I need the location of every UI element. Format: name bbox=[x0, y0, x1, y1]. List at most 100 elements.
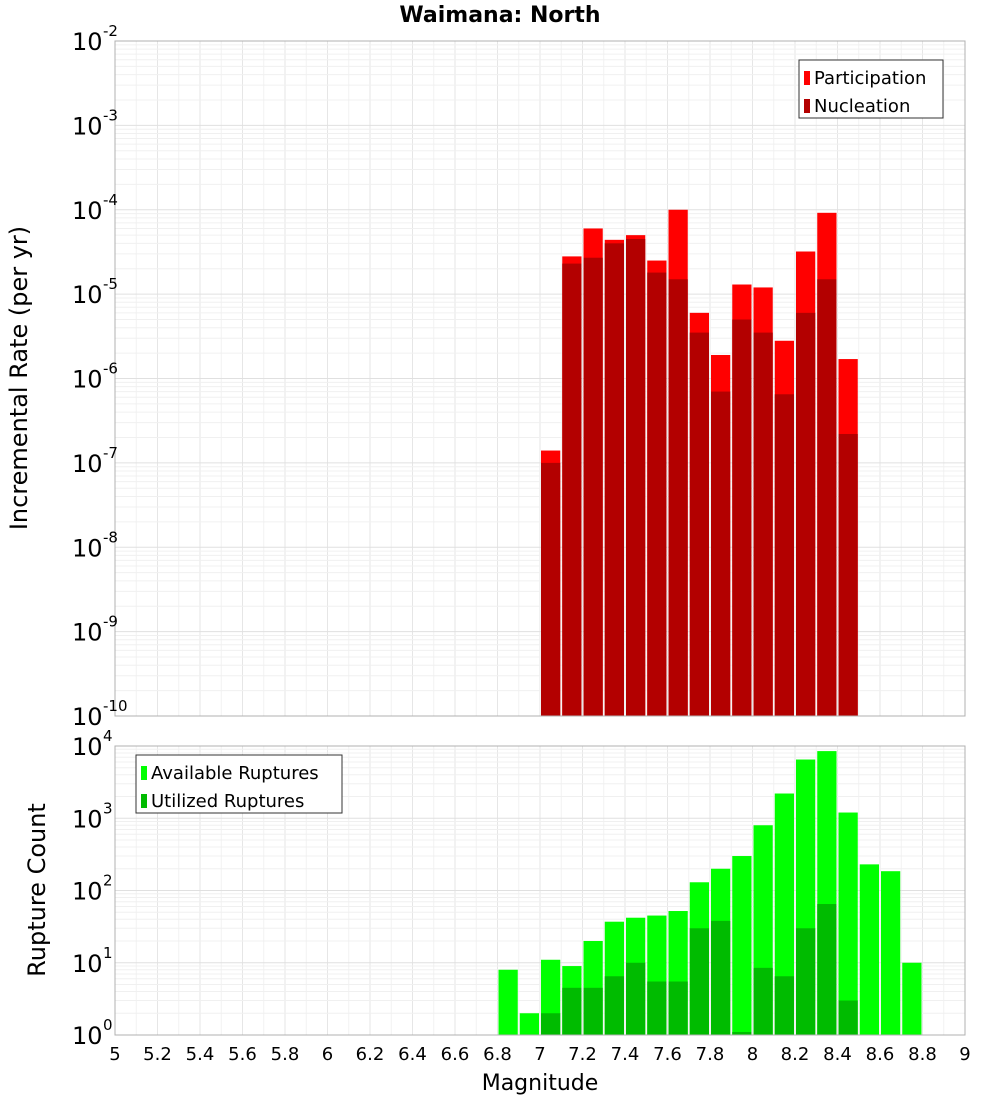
utilized-ruptures-bar bbox=[562, 987, 582, 1035]
utilized-ruptures-bar bbox=[541, 1013, 561, 1035]
x-axis-label: Magnitude bbox=[482, 1071, 599, 1096]
nucleation-bar bbox=[647, 272, 667, 716]
available-ruptures-bar bbox=[859, 864, 879, 1035]
legend-swatch bbox=[141, 794, 147, 808]
x-tick-label: 7.2 bbox=[568, 1044, 597, 1065]
y-tick-exponent: 1 bbox=[103, 944, 113, 962]
x-tick-label: 8.6 bbox=[866, 1044, 895, 1065]
utilized-ruptures-bar bbox=[753, 967, 773, 1035]
x-tick-label: 5.2 bbox=[143, 1044, 172, 1065]
x-tick-label: 8.8 bbox=[908, 1044, 937, 1065]
utilized-ruptures-bar bbox=[647, 981, 667, 1035]
y-tick-label: 10 bbox=[72, 534, 103, 562]
available-ruptures-bar bbox=[732, 856, 752, 1035]
available-ruptures-bar bbox=[498, 969, 518, 1035]
nucleation-bar bbox=[838, 433, 858, 716]
legend-swatch bbox=[141, 766, 147, 780]
x-tick-label: 6.2 bbox=[356, 1044, 385, 1065]
x-tick-label: 6.4 bbox=[398, 1044, 427, 1065]
utilized-ruptures-bar bbox=[626, 962, 646, 1035]
x-tick-label: 7.8 bbox=[696, 1044, 725, 1065]
y-tick-exponent: -6 bbox=[103, 360, 118, 378]
y-tick-exponent: 4 bbox=[103, 727, 113, 745]
x-tick-label: 5.6 bbox=[228, 1044, 257, 1065]
nucleation-bar bbox=[817, 279, 837, 716]
y-tick-exponent: 2 bbox=[103, 872, 113, 890]
chart-title: Waimana: North bbox=[399, 3, 600, 28]
available-ruptures-bar bbox=[774, 793, 794, 1035]
top-plot-frame bbox=[114, 40, 966, 717]
x-tick-label: 8.2 bbox=[781, 1044, 810, 1065]
x-tick-label: 5.8 bbox=[271, 1044, 300, 1065]
x-tick-label: 8 bbox=[747, 1044, 758, 1065]
nucleation-bar bbox=[711, 391, 731, 716]
utilized-ruptures-bar bbox=[732, 1032, 752, 1035]
x-tick-label: 6.8 bbox=[483, 1044, 512, 1065]
x-tick-label: 7 bbox=[534, 1044, 545, 1065]
nucleation-bar bbox=[796, 312, 816, 716]
nucleation-bar bbox=[774, 394, 794, 716]
y-tick-label: 10 bbox=[72, 197, 103, 225]
y-tick-exponent: -3 bbox=[103, 106, 118, 124]
y-tick-exponent: -10 bbox=[103, 697, 128, 715]
x-tick-label: 7.4 bbox=[611, 1044, 640, 1065]
y-tick-exponent: 0 bbox=[103, 1016, 113, 1034]
utilized-ruptures-bar bbox=[689, 928, 709, 1035]
y-tick-exponent: -5 bbox=[103, 275, 118, 293]
y-tick-label: 10 bbox=[72, 28, 103, 56]
nucleation-bar bbox=[732, 319, 752, 716]
nucleation-bar bbox=[668, 279, 688, 716]
y-tick-label: 10 bbox=[72, 619, 103, 647]
utilized-ruptures-bar bbox=[774, 976, 794, 1035]
y-tick-exponent: -2 bbox=[103, 22, 118, 40]
nucleation-bar bbox=[583, 257, 603, 716]
utilized-ruptures-bar bbox=[668, 981, 688, 1035]
y-tick-exponent: 3 bbox=[103, 799, 113, 817]
x-tick-label: 6.6 bbox=[441, 1044, 470, 1065]
nucleation-bar bbox=[626, 239, 646, 716]
utilized-ruptures-bar bbox=[838, 1000, 858, 1035]
x-tick-label: 8.4 bbox=[823, 1044, 852, 1065]
nucleation-bar bbox=[753, 332, 773, 716]
y-tick-label: 10 bbox=[72, 281, 103, 309]
nucleation-bar bbox=[689, 332, 709, 716]
bottom-legend: Available Ruptures Utilized Ruptures bbox=[135, 754, 343, 814]
legend-box bbox=[135, 754, 343, 814]
bottom-bars bbox=[498, 751, 922, 1035]
x-tick-label: 7.6 bbox=[653, 1044, 682, 1065]
legend-swatch bbox=[804, 71, 810, 85]
available-ruptures-bar bbox=[881, 871, 901, 1035]
utilized-ruptures-bar bbox=[604, 976, 624, 1035]
top-legend: Participation Nucleation bbox=[798, 59, 944, 119]
legend-label: Available Ruptures bbox=[151, 763, 319, 784]
y-tick-exponent: -4 bbox=[103, 191, 118, 209]
legend-swatch bbox=[804, 99, 810, 113]
x-tick-label: 5.4 bbox=[186, 1044, 215, 1065]
top-bars bbox=[541, 209, 858, 717]
bottom-y-axis-label: Rupture Count bbox=[23, 803, 51, 977]
utilized-ruptures-bar bbox=[583, 987, 603, 1035]
available-ruptures-bar bbox=[902, 962, 922, 1035]
top-y-axis-label: Incremental Rate (per yr) bbox=[5, 226, 33, 530]
x-tick-label: 6 bbox=[322, 1044, 333, 1065]
bottom-plot-frame bbox=[114, 745, 966, 1036]
legend-label: Utilized Ruptures bbox=[151, 791, 304, 812]
y-tick-label: 10 bbox=[72, 878, 103, 906]
nucleation-bar bbox=[541, 462, 561, 716]
available-ruptures-bar bbox=[519, 1013, 539, 1035]
y-tick-label: 10 bbox=[72, 805, 103, 833]
y-tick-exponent: -8 bbox=[103, 528, 118, 546]
utilized-ruptures-bar bbox=[796, 928, 816, 1035]
nucleation-bar bbox=[604, 243, 624, 717]
x-tick-labels: 5 5.2 5.4 5.6 5.8 6 6.2 6.4 6.6 6.8 7 7.2 7.4 7.6 7.8 8… bbox=[109, 1044, 970, 1065]
x-tick-label: 9 bbox=[959, 1044, 970, 1065]
y-tick-exponent: -9 bbox=[103, 613, 118, 631]
y-tick-label: 10 bbox=[72, 950, 103, 978]
y-tick-label: 10 bbox=[72, 112, 103, 140]
y-tick-label: 10 bbox=[72, 366, 103, 394]
y-tick-label: 10 bbox=[72, 450, 103, 478]
available-ruptures-bar bbox=[838, 812, 858, 1035]
legend-label: Nucleation bbox=[814, 96, 910, 117]
legend-box bbox=[798, 59, 944, 119]
